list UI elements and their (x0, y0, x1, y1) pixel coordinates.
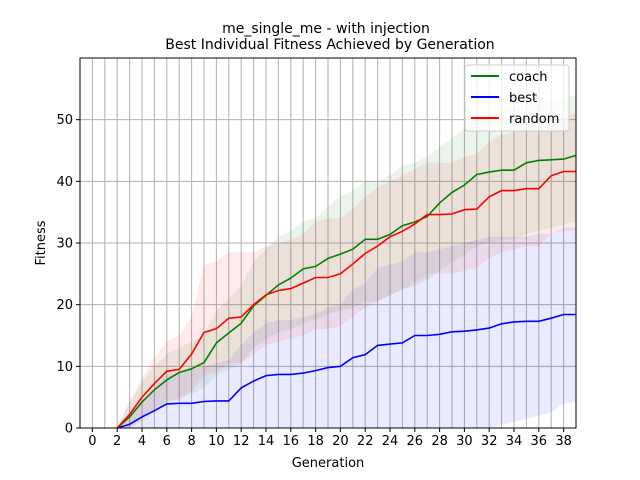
x-axis-label: Generation (292, 456, 365, 471)
y-tick-label: 40 (56, 175, 73, 190)
x-tick-label: 10 (208, 434, 225, 449)
y-axis-ticks: 0 10 20 30 40 50 (56, 113, 80, 437)
x-tick-label: 20 (332, 434, 349, 449)
chart-title: me_single_me - with injection (222, 21, 430, 37)
x-tick-label: 12 (233, 434, 250, 449)
x-axis-ticks: 0 2 4 6 8 10 12 14 16 18 20 22 24 26 28 30 32 34 36 38 (88, 428, 572, 449)
x-tick-label: 36 (531, 434, 548, 449)
line-random (116, 170, 576, 429)
legend-label-coach: coach (509, 70, 547, 85)
x-tick-label: 24 (382, 434, 399, 449)
series-lines (116, 154, 577, 429)
x-tick-label: 16 (283, 434, 300, 449)
band-random (117, 113, 576, 428)
y-tick-label: 10 (56, 360, 73, 375)
band-best (117, 227, 576, 428)
legend-label-random: random (509, 112, 559, 127)
legend: coach best random (464, 64, 570, 132)
x-tick-label: 2 (113, 434, 121, 449)
confidence-bands (117, 95, 576, 428)
y-axis-label: Fitness (34, 220, 49, 265)
y-tick-label: 0 (65, 422, 73, 437)
legend-label-best: best (509, 91, 537, 106)
y-tick-label: 20 (56, 298, 73, 313)
x-tick-label: 30 (456, 434, 473, 449)
x-tick-label: 8 (187, 434, 195, 449)
x-tick-label: 22 (357, 434, 374, 449)
x-tick-label: 0 (88, 434, 96, 449)
x-tick-label: 28 (431, 434, 448, 449)
x-tick-label: 38 (555, 434, 572, 449)
x-tick-label: 18 (307, 434, 324, 449)
x-tick-label: 34 (506, 434, 523, 449)
x-tick-label: 6 (163, 434, 171, 449)
chart-subtitle: Best Individual Fitness Achieved by Gene… (165, 37, 494, 53)
x-tick-label: 14 (258, 434, 275, 449)
legend-box (464, 64, 570, 132)
x-tick-label: 26 (407, 434, 424, 449)
y-tick-label: 50 (56, 113, 73, 128)
line-coach (116, 154, 577, 429)
x-tick-label: 4 (138, 434, 146, 449)
x-tick-label: 32 (481, 434, 498, 449)
line-best (116, 313, 576, 429)
band-coach (117, 95, 576, 428)
y-tick-label: 30 (56, 237, 73, 252)
